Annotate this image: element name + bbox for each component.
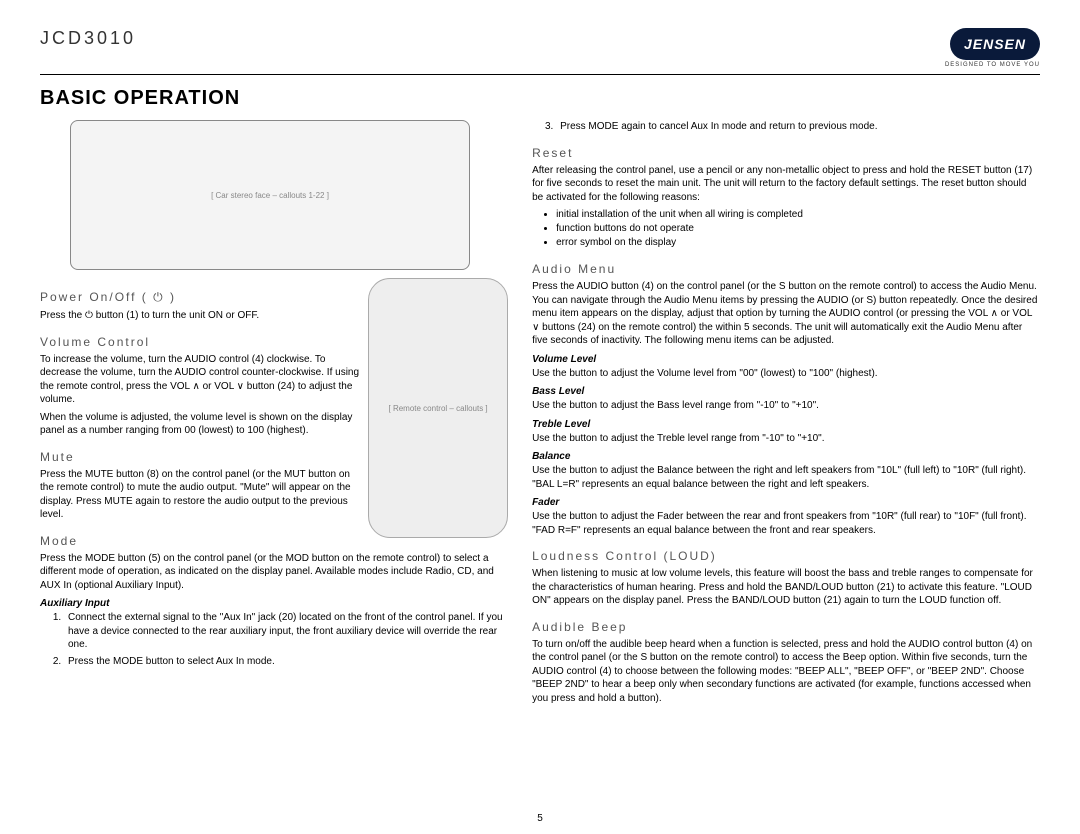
power-text: Press the ⏻ button (1) to turn the unit … [40, 309, 360, 323]
page-title: BASIC OPERATION [40, 87, 1040, 110]
remote-diagram: [ Remote control – callouts ] [368, 278, 508, 538]
volume-text-1: To increase the volume, turn the AUDIO c… [40, 353, 360, 407]
audio-menu-heading: Audio Menu [532, 262, 1040, 276]
model-number: JCD3010 [40, 28, 136, 49]
reset-b3: error symbol on the display [556, 236, 1040, 250]
loudness-heading: Loudness Control (LOUD) [532, 549, 1040, 563]
volume-heading: Volume Control [40, 335, 360, 349]
diagram-placeholder: [ Car stereo face – callouts 1-22 ] [211, 191, 329, 200]
balance-text: Use the button to adjust the Balance bet… [532, 464, 1040, 491]
mode-list-cont: Press MODE again to cancel Aux In mode a… [556, 120, 1040, 134]
aux-item-1: Connect the external signal to the "Aux … [64, 611, 508, 652]
tagline: DESIGNED TO MOVE YOU [945, 62, 1040, 68]
mode-heading: Mode [40, 534, 360, 548]
right-column: Press MODE again to cancel Aux In mode a… [532, 120, 1040, 709]
volume-level-heading: Volume Level [532, 354, 1040, 365]
mode-text: Press the MODE button (5) on the control… [40, 552, 508, 593]
aux-input-heading: Auxiliary Input [40, 598, 508, 609]
beep-heading: Audible Beep [532, 620, 1040, 634]
reset-bullets: initial installation of the unit when al… [556, 208, 1040, 250]
logo-area: JENSEN DESIGNED TO MOVE YOU [945, 28, 1040, 68]
power-heading: Power On/Off ( ⏻ ) [40, 290, 360, 305]
reset-b1: initial installation of the unit when al… [556, 208, 1040, 222]
left-column: [ Car stereo face – callouts 1-22 ] Powe… [40, 120, 508, 709]
audio-menu-text: Press the AUDIO button (4) on the contro… [532, 280, 1040, 348]
aux-list: Connect the external signal to the "Aux … [64, 611, 508, 668]
reset-heading: Reset [532, 146, 1040, 160]
treble-level-text: Use the button to adjust the Treble leve… [532, 432, 1040, 446]
volume-text-2: When the volume is adjusted, the volume … [40, 411, 360, 438]
remote-text-col: Power On/Off ( ⏻ ) Press the ⏻ button (1… [40, 278, 360, 552]
aux-item-2: Press the MODE button to select Aux In m… [64, 655, 508, 669]
loudness-text: When listening to music at low volume le… [532, 567, 1040, 608]
beep-text: To turn on/off the audible beep heard wh… [532, 638, 1040, 706]
stereo-diagram: [ Car stereo face – callouts 1-22 ] [70, 120, 470, 270]
header-row: JCD3010 JENSEN DESIGNED TO MOVE YOU [40, 28, 1040, 68]
jensen-logo: JENSEN [950, 28, 1040, 60]
reset-b2: function buttons do not operate [556, 222, 1040, 236]
reset-text: After releasing the control panel, use a… [532, 164, 1040, 205]
mode-item-3: Press MODE again to cancel Aux In mode a… [556, 120, 1040, 134]
bass-level-heading: Bass Level [532, 386, 1040, 397]
fader-text: Use the button to adjust the Fader betwe… [532, 510, 1040, 537]
volume-level-text: Use the button to adjust the Volume leve… [532, 367, 1040, 381]
mute-heading: Mute [40, 450, 360, 464]
content-columns: [ Car stereo face – callouts 1-22 ] Powe… [40, 120, 1040, 709]
fader-heading: Fader [532, 497, 1040, 508]
bass-level-text: Use the button to adjust the Bass level … [532, 399, 1040, 413]
treble-level-heading: Treble Level [532, 419, 1040, 430]
remote-section: Power On/Off ( ⏻ ) Press the ⏻ button (1… [40, 278, 508, 552]
mute-text: Press the MUTE button (8) on the control… [40, 468, 360, 522]
balance-heading: Balance [532, 451, 1040, 462]
header-rule [40, 74, 1040, 75]
remote-placeholder: [ Remote control – callouts ] [389, 404, 488, 413]
page-number: 5 [537, 813, 543, 824]
